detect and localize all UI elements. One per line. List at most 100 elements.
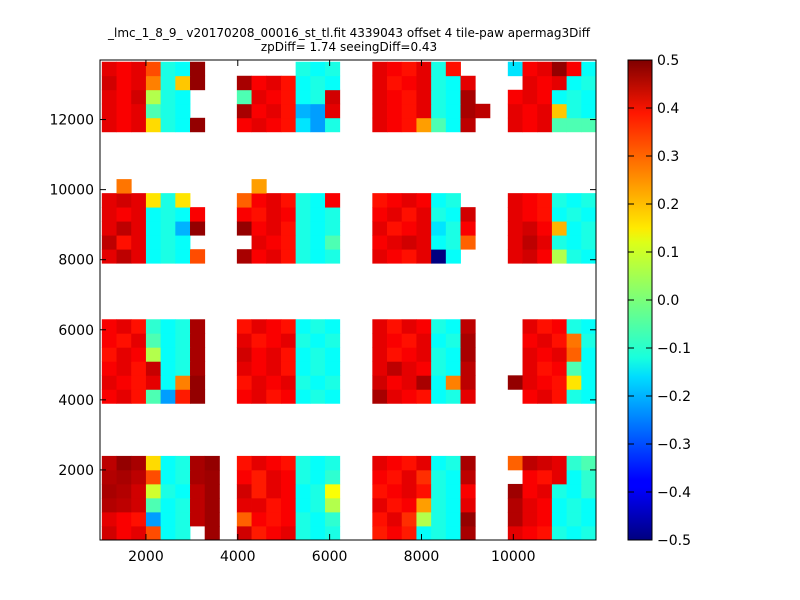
heatmap-cell xyxy=(131,193,147,208)
heatmap-cell xyxy=(551,483,568,499)
heatmap-cell xyxy=(445,469,461,485)
heatmap-cell xyxy=(160,207,176,222)
heatmap-cell xyxy=(522,61,538,77)
heatmap-cell xyxy=(280,249,297,264)
heatmap-cell xyxy=(236,497,252,513)
heatmap-cell xyxy=(325,235,341,250)
heatmap-cell xyxy=(581,375,597,390)
heatmap-cell xyxy=(175,483,191,499)
heatmap-cell xyxy=(537,525,553,541)
heatmap-cell xyxy=(387,89,403,105)
heatmap-cell xyxy=(251,179,267,194)
heatmap-cell xyxy=(160,525,176,541)
heatmap-cell xyxy=(566,469,582,485)
heatmap-cell xyxy=(566,319,582,334)
heatmap-cell xyxy=(387,525,403,541)
heatmap-cell xyxy=(160,455,176,471)
heatmap-cell xyxy=(160,89,176,105)
x-tick-label: 6000 xyxy=(312,549,348,565)
heatmap-cell xyxy=(251,483,267,499)
heatmap-cell xyxy=(566,525,582,541)
y-tick-label: 6000 xyxy=(58,323,94,339)
heatmap-cell xyxy=(507,103,523,119)
heatmap-cell xyxy=(551,361,568,376)
heatmap-cell xyxy=(537,319,553,334)
heatmap-cell xyxy=(325,361,341,376)
heatmap-cell xyxy=(116,207,132,222)
heatmap-cell xyxy=(522,249,538,264)
heatmap-cell xyxy=(581,75,597,91)
heatmap-cell xyxy=(445,319,461,334)
heatmap-cell xyxy=(280,235,297,250)
heatmap-cell xyxy=(280,361,297,376)
heatmap-cell xyxy=(551,333,568,348)
heatmap-cell xyxy=(372,389,388,404)
heatmap-cell xyxy=(566,193,582,208)
heatmap-cell xyxy=(537,249,553,264)
heatmap-cell xyxy=(372,249,388,264)
heatmap-cell xyxy=(416,483,432,499)
heatmap-cell xyxy=(460,347,476,362)
heatmap-cell xyxy=(431,61,447,77)
heatmap-cell xyxy=(387,319,403,334)
heatmap-cell xyxy=(310,511,326,527)
heatmap-cell xyxy=(145,375,162,390)
heatmap-cell xyxy=(537,103,553,119)
heatmap-cell xyxy=(131,89,147,105)
heatmap-cell xyxy=(551,469,568,485)
colorbar-tick-label: 0.2 xyxy=(657,197,679,213)
heatmap-cell xyxy=(460,389,476,404)
heatmap-cell xyxy=(372,221,388,236)
heatmap-cell xyxy=(251,469,267,485)
heatmap-cell xyxy=(175,193,191,208)
heatmap-cell xyxy=(116,249,132,264)
heatmap-cell xyxy=(401,511,417,527)
heatmap-cell xyxy=(460,375,476,390)
heatmap-cell xyxy=(566,221,582,236)
heatmap-cell xyxy=(401,333,417,348)
heatmap-cell xyxy=(101,511,117,527)
heatmap-cell xyxy=(310,319,326,334)
heatmap-cell xyxy=(295,207,311,222)
heatmap-cell xyxy=(251,221,267,236)
heatmap-cell xyxy=(581,103,597,119)
heatmap-cell xyxy=(280,207,297,222)
chart-title: _lmc_1_8_9_ v20170208_00016_st_tl.fit 43… xyxy=(107,26,591,40)
heatmap-cell xyxy=(160,511,176,527)
heatmap-cell xyxy=(445,511,461,527)
heatmap-cell xyxy=(295,497,311,513)
heatmap-cell xyxy=(116,75,132,91)
heatmap-cell xyxy=(175,235,191,250)
heatmap-cell xyxy=(236,361,252,376)
heatmap-cell xyxy=(387,375,403,390)
x-tick-label: 8000 xyxy=(404,549,440,565)
heatmap-cell xyxy=(280,511,297,527)
heatmap-cell xyxy=(116,455,132,471)
heatmap-cell xyxy=(251,193,267,208)
heatmap-cell xyxy=(325,103,341,119)
heatmap-cell xyxy=(445,249,461,264)
heatmap-cell xyxy=(160,389,176,404)
heatmap-cell xyxy=(204,525,220,541)
heatmap-cell xyxy=(295,347,311,362)
heatmap-cell xyxy=(101,389,117,404)
heatmap-cell xyxy=(401,193,417,208)
heatmap-cell xyxy=(101,117,117,133)
heatmap-cell xyxy=(251,497,267,513)
heatmap-cell xyxy=(581,361,597,376)
heatmap-cell xyxy=(295,361,311,376)
heatmap-cell xyxy=(295,483,311,499)
heatmap-cell xyxy=(416,75,432,91)
heatmap-cell xyxy=(145,497,162,513)
heatmap-cell xyxy=(566,333,582,348)
heatmap-cell xyxy=(160,249,176,264)
heatmap-cell xyxy=(551,389,568,404)
heatmap-cell xyxy=(190,455,206,471)
heatmap-cell xyxy=(581,469,597,485)
heatmap-cell xyxy=(537,389,553,404)
heatmap-cell xyxy=(460,235,476,250)
heatmap-cell xyxy=(522,511,538,527)
heatmap-cell xyxy=(131,469,147,485)
heatmap-cell xyxy=(280,497,297,513)
